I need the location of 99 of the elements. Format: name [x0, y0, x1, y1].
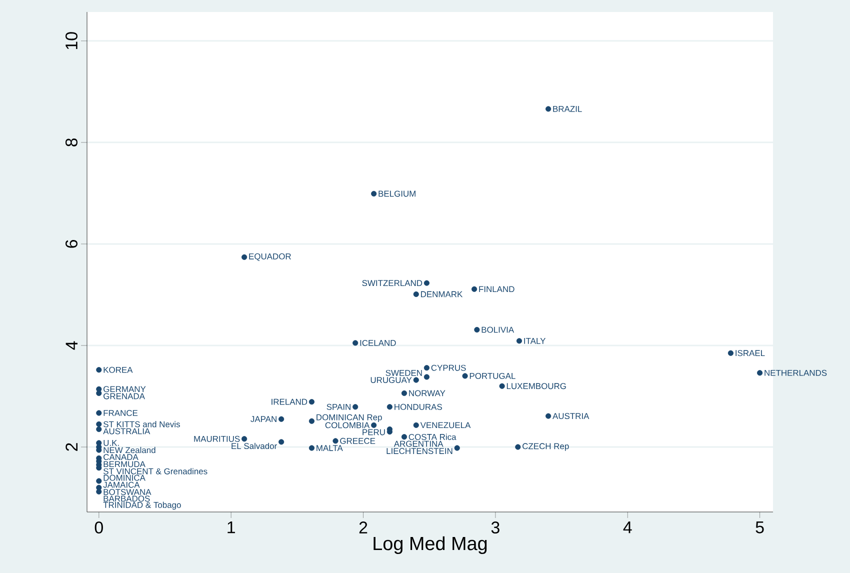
annotation: GREECE — [340, 438, 376, 444]
annotation: SWITZERLAND — [362, 280, 422, 286]
point — [242, 436, 248, 442]
x-tick-label: 3 — [491, 522, 500, 534]
annotation: NORWAY — [409, 390, 446, 396]
point — [96, 367, 102, 373]
annotation: BOTSWANA — [104, 489, 152, 496]
annotation: KOREA — [104, 366, 133, 373]
annotation: EQUADOR — [249, 253, 291, 261]
x-tick-label: 5 — [756, 522, 764, 534]
point — [756, 370, 763, 376]
annotation: U.K. — [104, 440, 119, 446]
point — [371, 190, 377, 197]
annotation: ICELAND — [360, 340, 396, 346]
annotation: ISRAEL — [736, 350, 765, 356]
annotation: BOLIVIA — [482, 326, 514, 333]
annotation: COSTA Rica — [408, 434, 456, 440]
point — [413, 291, 419, 298]
point — [499, 383, 505, 389]
annotation: GERMANY — [104, 386, 146, 392]
point — [454, 445, 460, 451]
annotation: MAURITIUS — [194, 436, 240, 442]
point — [424, 374, 430, 380]
annotation: FRANCE — [104, 410, 138, 416]
annotation: ARGENTINA — [394, 440, 444, 447]
point — [308, 418, 315, 424]
point — [278, 416, 284, 422]
point — [474, 326, 480, 333]
point — [352, 404, 358, 410]
annotation: DOMINICA — [104, 474, 146, 481]
annotation: COLOMBIA — [325, 422, 370, 428]
annotation: BARBADOS — [104, 496, 150, 502]
annotation: BERMUDA — [104, 461, 146, 468]
annotation: ITALY — [524, 338, 546, 344]
annotation: DENMARK — [421, 291, 463, 298]
point — [515, 444, 521, 450]
point — [424, 280, 430, 286]
point — [308, 399, 315, 405]
point — [413, 377, 419, 383]
point — [462, 373, 468, 379]
annotation: CYPRUS — [431, 364, 466, 371]
annotation: VENEZUELA — [420, 422, 471, 428]
annotation: DOMINICAN Rep — [316, 414, 382, 422]
annotation: JAPAN — [250, 416, 276, 422]
y-tick-label: 2 — [66, 443, 78, 451]
point — [413, 422, 419, 428]
point — [471, 286, 478, 292]
annotation: EL Salvador — [232, 442, 277, 450]
annotation: PORTUGAL — [470, 372, 516, 379]
point — [278, 439, 284, 445]
annotation: NEW Zealand — [104, 446, 156, 454]
point — [242, 254, 248, 260]
point — [546, 106, 552, 112]
x-tick-label: 0 — [94, 522, 103, 534]
point — [96, 410, 102, 416]
x-tick-label: 1 — [228, 522, 235, 534]
point — [728, 350, 734, 356]
annotation: NETHERLANDS — [764, 370, 827, 376]
annotation: URUGUAY — [370, 377, 412, 383]
annotation: LUXEMBOURG — [506, 383, 566, 390]
annotation: AUSTRALIA — [103, 428, 150, 434]
annotation: IRELAND — [272, 398, 308, 405]
point — [371, 422, 377, 428]
x-tick-label: 2 — [359, 522, 368, 534]
point — [401, 434, 408, 440]
annotation: JAMAICA — [103, 482, 140, 488]
y-tick-label: 8 — [65, 138, 78, 146]
y-tick-label: 6 — [65, 240, 78, 248]
point — [96, 478, 102, 484]
annotation: CANADA — [104, 454, 138, 460]
annotation: ST KITTS and Nevis — [103, 421, 180, 428]
point — [424, 365, 430, 371]
annotation: AUSTRIA — [552, 413, 590, 420]
annotation: MALTA — [316, 445, 343, 451]
annotation: GRENADA — [104, 393, 145, 400]
annotation: HONDURAS — [394, 404, 442, 410]
y-tick-label: 10 — [65, 32, 78, 50]
annotation: CZECH Rep — [522, 443, 569, 451]
annotation: BRAZIL — [553, 106, 582, 112]
annotation: PERU — [362, 429, 385, 436]
point — [332, 438, 338, 444]
point — [401, 390, 408, 396]
annotation: SWEDEN — [386, 370, 422, 376]
annotation: SPAIN — [326, 404, 350, 410]
y-tick-label: 4 — [66, 341, 78, 350]
annotation: FINLAND — [479, 286, 514, 292]
point — [308, 445, 315, 451]
point — [352, 340, 358, 346]
annotation: ST VINCENT & Grenadines — [103, 468, 208, 474]
point — [546, 413, 552, 419]
annotation: BELGIUM — [378, 190, 416, 197]
point — [96, 421, 102, 427]
annotation: TRINIDAD & Tobago — [103, 502, 181, 510]
point — [516, 338, 522, 344]
point — [386, 404, 392, 410]
annotation: LIECHTENSTEIN — [386, 448, 452, 454]
point — [96, 426, 102, 432]
x-axis-title: Log Med Mag — [374, 536, 487, 554]
x-tick-label: 4 — [623, 522, 632, 534]
